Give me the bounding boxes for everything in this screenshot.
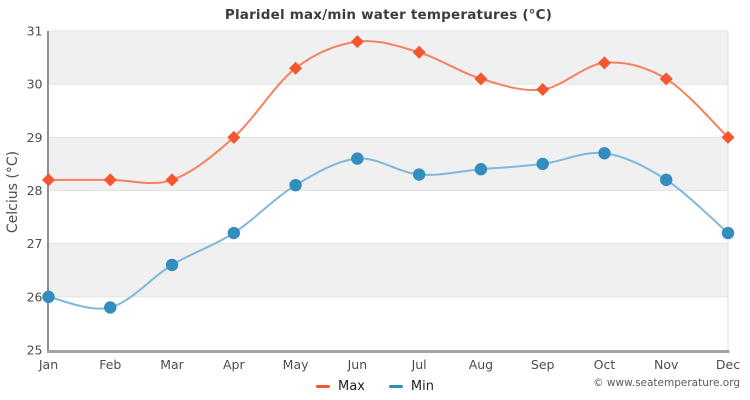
x-tick-label: Oct — [594, 357, 616, 372]
y-tick-label: 25 — [27, 343, 43, 358]
min-marker-apr — [227, 226, 241, 240]
min-marker-sep — [536, 157, 549, 171]
min-marker-mar — [165, 258, 179, 272]
plot-band — [48, 243, 728, 297]
legend: Max Min — [0, 379, 750, 394]
x-tick-label: Aug — [469, 357, 493, 372]
max-marker-oct — [597, 56, 611, 70]
max-marker-feb — [103, 173, 117, 187]
y-tick-label: 28 — [27, 183, 43, 198]
legend-item-max[interactable]: Max — [316, 379, 365, 394]
min-series-line — [47, 151, 729, 310]
y-tick-label: 27 — [27, 236, 43, 251]
x-tick-label: Nov — [654, 357, 679, 372]
chart-title: Plaridel max/min water temperatures (°C) — [224, 7, 553, 23]
attribution: © www.seatemperature.org — [593, 377, 740, 389]
min-marker-may — [289, 178, 302, 192]
y-tick-label: 31 — [27, 24, 43, 39]
max-marker-dec — [721, 130, 735, 144]
legend-item-min[interactable]: Min — [388, 379, 434, 394]
x-tick-label: Feb — [99, 357, 121, 372]
legend-label-min: Min — [410, 379, 434, 394]
x-tick-label: Jul — [411, 357, 427, 372]
min-marker-feb — [104, 301, 117, 314]
max-marker-jan — [42, 173, 55, 187]
min-marker-dec — [721, 226, 735, 240]
x-tick-label: Mar — [160, 357, 184, 372]
y-tick-label: 30 — [27, 77, 43, 92]
max-marker-mar — [165, 173, 179, 187]
min-marker-nov — [660, 173, 673, 187]
max-marker-apr — [227, 130, 241, 144]
min-marker-oct — [598, 147, 611, 160]
legend-label-max: Max — [338, 379, 365, 394]
max-marker-nov — [659, 72, 673, 86]
plot-band — [48, 31, 728, 85]
x-tick-label: Sep — [531, 357, 555, 372]
min-marker-jun — [351, 152, 364, 165]
x-tick-label: Apr — [223, 357, 245, 372]
min-marker-aug — [474, 163, 488, 176]
plot-area: 25 26 27 28 29 30 31 Jan Feb Mar Apr May Jun Jul Aug Se… — [27, 24, 741, 373]
min-marker-jul — [412, 168, 426, 181]
max-marker-jun — [350, 35, 364, 49]
max-marker-may — [289, 61, 303, 75]
y-tick-label: 29 — [27, 130, 43, 145]
max-marker-jul — [412, 45, 426, 59]
x-tick-label: Dec — [716, 357, 740, 372]
min-marker-jan — [42, 290, 55, 304]
x-tick-label: Jan — [38, 357, 58, 372]
max-marker-aug — [474, 72, 488, 86]
x-axis-line — [47, 350, 730, 353]
x-tick-label: Jun — [347, 357, 368, 372]
x-tick-label: May — [283, 357, 309, 372]
y-tick-label: 26 — [27, 289, 43, 304]
max-marker-sep — [536, 82, 550, 96]
min-series-swatch — [388, 385, 403, 388]
max-series-swatch — [316, 385, 331, 388]
